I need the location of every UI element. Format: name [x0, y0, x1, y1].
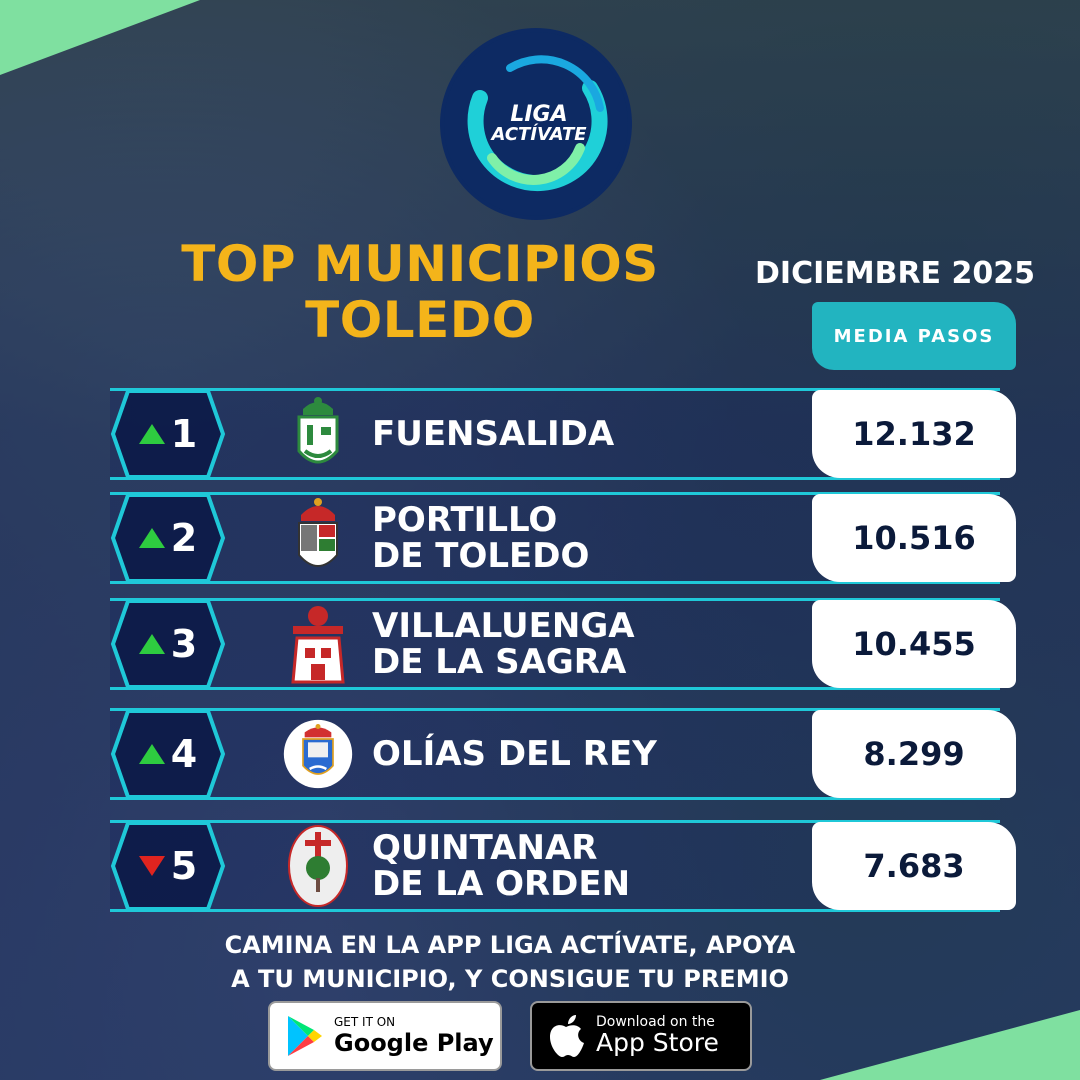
average-steps-value: 12.132	[812, 390, 1016, 478]
villaluenga-crest-icon	[283, 604, 353, 684]
logo-line1: LIGA	[510, 102, 568, 127]
average-steps-value: 7.683	[812, 822, 1016, 910]
municipality-name-line1: OLÍAS DEL REY	[372, 734, 657, 774]
rank-number: 3	[170, 622, 198, 666]
municipality-name-line2: DE LA SAGRA	[372, 642, 627, 682]
liga-activate-logo: LIGA ACTÍVATE	[440, 28, 632, 220]
rank-badge-frame-icon	[110, 599, 226, 689]
rank-badge: 2	[110, 492, 226, 584]
google-play-big-label: Google Play	[334, 1029, 494, 1057]
rank-number: 1	[170, 412, 198, 456]
apple-icon	[550, 1015, 584, 1057]
average-steps-value: 10.516	[812, 494, 1016, 582]
ranking-row: 5 QUINTANAR DE LA ORDEN 7.683	[0, 820, 1080, 912]
rank-badge-frame-icon	[110, 709, 226, 799]
ranking-row: 1 FUENSALIDA 12.132	[0, 388, 1080, 480]
logo-line2: ACTÍVATE	[491, 124, 587, 146]
rank-badge-frame-icon	[110, 493, 226, 583]
page-title: TOP MUNICIPIOS TOLEDO	[160, 236, 680, 348]
municipality-name: VILLALUENGA DE LA SAGRA	[372, 598, 792, 690]
municipality-name: FUENSALIDA	[372, 388, 792, 480]
triangle-up-icon	[138, 528, 165, 548]
rank-number: 2	[170, 516, 198, 560]
google-play-button[interactable]: GET IT ON Google Play	[268, 1001, 502, 1071]
footer-line2: A TU MUNICIPIO, Y CONSIGUE TU PREMIO	[231, 965, 789, 993]
footer-cta: CAMINA EN LA APP LIGA ACTÍVATE, APOYA A …	[140, 928, 880, 996]
rank-badge: 4	[110, 708, 226, 800]
portillo-crest-icon	[283, 498, 353, 578]
municipality-name: OLÍAS DEL REY	[372, 708, 792, 800]
triangle-up-icon	[138, 634, 165, 654]
ranking-row: 4 OLÍAS DEL REY 8.299	[0, 708, 1080, 800]
olias-crest-icon	[283, 714, 353, 794]
average-steps-value: 10.455	[812, 600, 1016, 688]
corner-accent-bottom-right	[820, 1010, 1080, 1080]
average-steps-value: 8.299	[812, 710, 1016, 798]
google-play-small-label: GET IT ON	[334, 1015, 396, 1029]
page-title-line2: TOLEDO	[305, 291, 535, 349]
ranking-row: 3 VILLALUENGA DE LA SAGRA 10.455	[0, 598, 1080, 690]
logo-wordmark: LIGA ACTÍVATE	[491, 103, 586, 145]
quintanar-crest-icon	[283, 825, 353, 907]
logo-swoosh-icon	[444, 32, 628, 216]
triangle-up-icon	[138, 744, 165, 764]
municipality-name-line1: FUENSALIDA	[372, 414, 615, 454]
municipality-name-line1: PORTILLO	[372, 500, 558, 540]
period-label: DICIEMBRE 2025	[755, 256, 1035, 291]
footer-line1: CAMINA EN LA APP LIGA ACTÍVATE, APOYA	[224, 931, 796, 959]
rank-number: 4	[170, 732, 198, 776]
rank-badge: 5	[110, 820, 226, 912]
municipality-name-line2: DE TOLEDO	[372, 536, 590, 576]
app-store-big-label: App Store	[596, 1028, 719, 1057]
app-store-small-label: Download on the	[596, 1014, 715, 1030]
municipality-name: PORTILLO DE TOLEDO	[372, 492, 792, 584]
municipality-name-line1: QUINTANAR	[372, 828, 598, 868]
rank-badge-frame-icon	[110, 389, 226, 479]
municipality-name-line1: VILLALUENGA	[372, 606, 635, 646]
triangle-down-icon	[138, 856, 165, 876]
fuensalida-crest-icon	[283, 394, 353, 474]
rank-badge: 3	[110, 598, 226, 690]
rank-badge: 1	[110, 388, 226, 480]
triangle-up-icon	[138, 424, 165, 444]
municipality-name-line2: DE LA ORDEN	[372, 864, 631, 904]
google-play-icon	[288, 1016, 322, 1056]
page-title-line1: TOP MUNICIPIOS	[181, 235, 659, 293]
corner-accent-top-left	[0, 0, 200, 75]
app-store-button[interactable]: Download on the App Store	[530, 1001, 752, 1071]
rank-badge-frame-icon	[110, 821, 226, 911]
rank-number: 5	[170, 844, 198, 888]
column-header-media-pasos: MEDIA PASOS	[812, 302, 1016, 370]
municipality-name: QUINTANAR DE LA ORDEN	[372, 820, 792, 912]
ranking-row: 2 PORTILLO DE TOLEDO 10.516	[0, 492, 1080, 584]
